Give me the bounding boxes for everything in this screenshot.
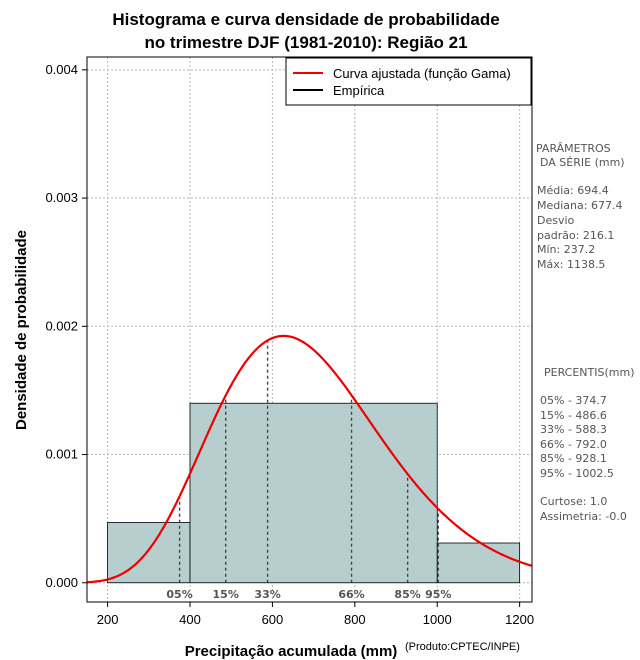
plot-frame: [86, 56, 533, 603]
percentile-marker-label: 05%: [166, 588, 192, 601]
y-tick-label: 0.004: [45, 62, 78, 77]
percentile-marker-label: 15%: [213, 588, 239, 601]
side-panel: PARÂMETROS DA SÉRIE (mm) Média: 694.4 Me…: [536, 142, 635, 523]
param-min: Mín: 237.2: [537, 243, 595, 256]
stat-kurtosis: Curtose: 1.0: [540, 495, 607, 508]
percentile-85: 85% - 928.1: [540, 452, 607, 465]
grid-lines: [87, 57, 532, 602]
chart-title-line-2: no trimestre DJF (1981-2010): Região 21: [144, 33, 467, 52]
param-mean: Média: 694.4: [537, 184, 609, 197]
legend-box: [285, 57, 532, 106]
percentile-05: 05% - 374.7: [540, 394, 607, 407]
legend-label-empirical: Empírica: [333, 83, 385, 98]
x-tick-label: 800: [344, 612, 366, 627]
y-tick-label: 0.003: [45, 190, 78, 205]
x-tick-label: 1000: [423, 612, 452, 627]
histogram-bars: [107, 402, 521, 584]
chart-title-line-1: Histograma e curva densidade de probabil…: [112, 10, 499, 29]
percentile-markers: 05% 15% 33% 66% 85% 95%: [166, 340, 451, 601]
y-tick-label: 0.000: [45, 575, 78, 590]
legend-label-curve: Curva ajustada (função Gama): [333, 66, 511, 81]
percentile-66: 66% - 792.0: [540, 438, 607, 451]
histogram-bar: [189, 402, 438, 584]
params-header-line-2: DA SÉRIE (mm): [540, 156, 625, 169]
percentile-marker-label: 95%: [425, 588, 451, 601]
x-tick-label: 600: [262, 612, 284, 627]
y-axis-title: Densidade de probabilidade: [13, 230, 30, 430]
x-tick-label: 400: [179, 612, 201, 627]
stat-skewness: Assimetria: -0.0: [540, 510, 627, 523]
percentile-marker-label: 33%: [254, 588, 280, 601]
percentile-15: 15% - 486.6: [540, 409, 607, 422]
param-median: Mediana: 677.4: [537, 199, 622, 212]
percentile-marker-label: 85%: [394, 588, 420, 601]
params-header-line-1: PARÂMETROS: [536, 142, 611, 155]
percentile-marker-label: 66%: [338, 588, 364, 601]
y-tick-label: 0.002: [45, 318, 78, 333]
legend: Curva ajustada (função Gama) Empírica: [285, 57, 532, 106]
percentile-33: 33% - 588.3: [540, 423, 607, 436]
param-sd: padrão: 216.1: [537, 229, 614, 242]
percentile-95: 95% - 1002.5: [540, 467, 614, 480]
param-sd-label: Desvio: [537, 214, 575, 227]
x-tick-label: 200: [97, 612, 119, 627]
product-credit: (Produto:CPTEC/INPE): [405, 641, 520, 653]
histogram-bar: [107, 522, 191, 584]
axis-ticks: 200 400 600 800 1000 1200 0.000 0.001 0.002 0.003…: [45, 62, 534, 627]
gamma-density-curve: [86, 334, 533, 584]
param-max: Máx: 1138.5: [537, 258, 605, 271]
percentiles-header: PERCENTIS(mm): [544, 366, 635, 379]
x-tick-label: 1200: [505, 612, 534, 627]
y-tick-label: 0.001: [45, 447, 78, 462]
x-axis-title: Precipitação acumulada (mm): [185, 643, 398, 660]
histogram-bar: [436, 542, 521, 584]
density-curve-group: [86, 334, 533, 584]
